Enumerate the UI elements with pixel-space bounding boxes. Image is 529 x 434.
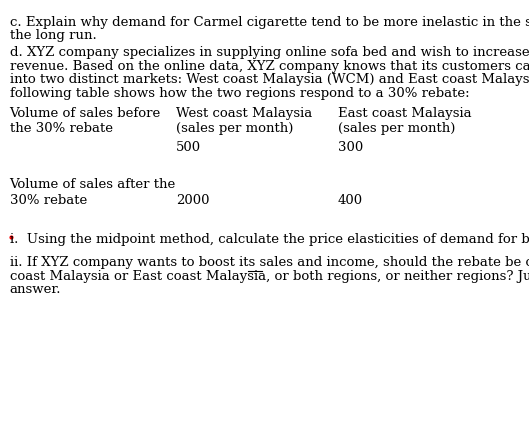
Text: answer.: answer. [10,283,61,296]
Text: 500: 500 [176,141,200,154]
Text: ii. If XYZ company wants to boost its sales and income, should the rebate be off: ii. If XYZ company wants to boost its sa… [10,256,529,269]
Text: Volume of sales before: Volume of sales before [10,107,161,120]
Text: (sales per month): (sales per month) [338,122,455,135]
Text: the long run.: the long run. [10,29,96,42]
Text: coast Malaysia or East coast Malaysia, or both regions, or neither regions? Just: coast Malaysia or East coast Malaysia, o… [10,270,529,283]
Text: Volume of sales after the: Volume of sales after the [10,178,176,191]
Text: 300: 300 [338,141,363,154]
Text: the 30% rebate: the 30% rebate [10,122,113,135]
Text: 2000: 2000 [176,194,209,207]
Text: revenue. Based on the online data, XYZ company knows that its customers can be d: revenue. Based on the online data, XYZ c… [10,60,529,73]
Text: d. XYZ company specializes in supplying online sofa bed and wish to increase its: d. XYZ company specializes in supplying … [10,46,529,59]
Text: East coast Malaysia: East coast Malaysia [338,107,471,120]
Text: 30% rebate: 30% rebate [10,194,87,207]
Text: West coast Malaysia: West coast Malaysia [176,107,312,120]
Text: into two distinct markets: West coast Malaysia (WCM) and East coast Malaysia (EC: into two distinct markets: West coast Ma… [10,73,529,86]
Text: c. Explain why demand for Carmel cigarette tend to be more inelastic in the shor: c. Explain why demand for Carmel cigaret… [10,16,529,29]
Text: 400: 400 [338,194,362,207]
Text: following table shows how the two regions respond to a 30% rebate:: following table shows how the two region… [10,87,469,100]
Text: (sales per month): (sales per month) [176,122,293,135]
Text: i.  Using the midpoint method, calculate the price elasticities of demand for bo: i. Using the midpoint method, calculate … [10,233,529,247]
